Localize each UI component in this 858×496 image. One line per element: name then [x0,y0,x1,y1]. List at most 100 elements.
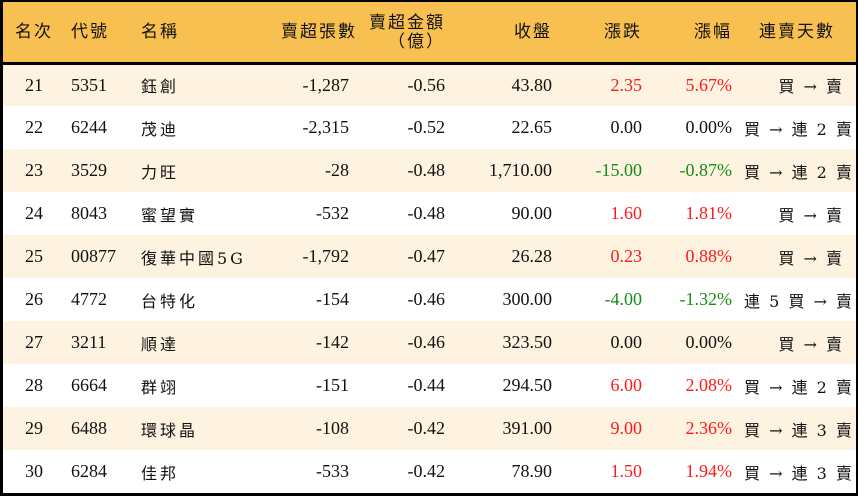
cell-streak: 買 → 連 3 賣 [744,463,854,483]
cell-net-sell-amount: -0.48 [407,160,446,180]
cell-name: 佳邦 [141,463,180,483]
cell-rank: 23 [25,160,43,180]
cell-change-pct: 0.00% [685,332,733,352]
cell-code: 8043 [71,203,107,223]
cell-rank: 28 [25,375,43,395]
header-net-sell-amount-line2: （億） [388,31,445,51]
cell-streak: 買 → 連 3 賣 [744,420,854,440]
cell-streak: 買 → 賣 [778,248,844,268]
header-streak: 連賣天數 [738,2,856,65]
table-row: 21 5351 鈺創 -1,287 -0.56 43.80 2.35 5.67%… [3,63,856,106]
cell-net-sell-lots: -108 [316,418,349,438]
cell-change-pct: 0.88% [685,246,733,266]
cell-close: 391.00 [502,418,553,438]
header-net-sell-lots-label: 賣超張數 [281,22,357,42]
cell-close: 26.28 [511,246,553,266]
cell-streak: 連 5 買 → 賣 [744,291,854,311]
table-row: 22 6244 茂迪 -2,315 -0.52 22.65 0.00 0.00%… [3,106,856,149]
header-rank: 名次 [3,2,65,65]
cell-code: 6284 [71,461,107,481]
cell-close: 78.90 [511,461,553,481]
cell-change: 1.50 [610,461,643,481]
cell-net-sell-amount: -0.48 [407,203,446,223]
header-name: 名稱 [135,2,275,65]
cell-streak: 買 → 賣 [778,77,844,97]
cell-net-sell-lots: -142 [316,332,349,352]
header-net-sell-lots: 賣超張數 [275,2,357,65]
cell-change-pct: 1.81% [685,203,733,223]
cell-rank: 21 [25,74,43,95]
cell-change: 0.23 [610,246,643,266]
cell-net-sell-lots: -1,792 [302,246,350,266]
cell-change: 0.00 [610,332,643,352]
cell-streak: 買 → 連 2 賣 [744,119,854,139]
cell-change-pct: 2.08% [685,375,733,395]
cell-change: -4.00 [604,289,643,309]
cell-net-sell-amount: -0.42 [407,461,446,481]
header-close: 收盤 [465,2,558,65]
header-net-sell-amount-line1: 賣超金額 [369,12,445,32]
cell-name: 力旺 [141,162,180,182]
cell-streak: 買 → 賣 [778,334,844,354]
cell-net-sell-lots: -1,287 [302,74,350,95]
header-code: 代號 [65,2,135,65]
cell-name: 鈺創 [141,77,180,97]
cell-net-sell-lots: -2,315 [302,117,350,137]
cell-close: 300.00 [502,289,553,309]
cell-change-pct: 1.94% [685,461,733,481]
table-row: 23 3529 力旺 -28 -0.48 1,710.00 -15.00 -0.… [3,149,856,192]
cell-rank: 26 [25,289,43,309]
cell-change: 1.60 [610,203,643,223]
table-row: 24 8043 蜜望實 -532 -0.48 90.00 1.60 1.81% … [3,192,856,235]
table-row: 30 6284 佳邦 -533 -0.42 78.90 1.50 1.94% 買… [3,450,856,493]
cell-change: -15.00 [595,160,643,180]
net-sell-ranking-table: 名次 代號 名稱 賣超張數 賣超金額 （億） 收盤 漲跌 漲幅 連賣天數 21 5… [3,2,856,493]
cell-name: 茂迪 [141,119,180,139]
table-row: 28 6664 群翊 -151 -0.44 294.50 6.00 2.08% … [3,364,856,407]
header-change: 漲跌 [558,2,648,65]
cell-net-sell-amount: -0.46 [407,332,446,352]
cell-code: 00877 [71,246,116,266]
cell-rank: 27 [25,332,43,352]
header-net-sell-amount: 賣超金額 （億） [355,2,465,65]
cell-close: 1,710.00 [489,160,552,180]
cell-code: 3529 [71,160,107,180]
cell-name: 環球晶 [141,420,199,440]
cell-net-sell-amount: -0.47 [407,246,446,266]
table-row: 26 4772 台特化 -154 -0.46 300.00 -4.00 -1.3… [3,278,856,321]
cell-name: 台特化 [141,291,199,311]
cell-rank: 29 [25,418,43,438]
table-header-row: 名次 代號 名稱 賣超張數 賣超金額 （億） 收盤 漲跌 漲幅 連賣天數 [3,2,856,65]
cell-change: 2.35 [610,74,643,95]
cell-name: 群翊 [141,377,180,397]
cell-net-sell-lots: -151 [316,375,349,395]
cell-name: 蜜望實 [141,205,199,225]
cell-name: 復華中國5G [141,248,246,268]
cell-change: 9.00 [610,418,643,438]
cell-rank: 30 [25,461,43,481]
cell-net-sell-amount: -0.44 [407,375,446,395]
cell-name: 順達 [141,334,180,354]
cell-net-sell-lots: -28 [325,160,349,180]
cell-rank: 24 [25,203,43,223]
cell-net-sell-amount: -0.42 [407,418,446,438]
cell-code: 4772 [71,289,107,309]
cell-streak: 買 → 賣 [778,205,844,225]
cell-net-sell-lots: -532 [316,203,349,223]
cell-code: 6488 [71,418,107,438]
cell-change-pct: -0.87% [679,160,733,180]
table-row: 25 00877 復華中國5G -1,792 -0.47 26.28 0.23 … [3,235,856,278]
header-change-pct: 漲幅 [648,2,738,65]
cell-streak: 買 → 連 2 賣 [744,162,854,182]
cell-streak: 買 → 連 2 賣 [744,377,854,397]
cell-change-pct: -1.32% [679,289,733,309]
cell-close: 43.80 [511,74,553,95]
cell-net-sell-amount: -0.46 [407,289,446,309]
cell-change-pct: 0.00% [685,117,733,137]
cell-code: 5351 [71,74,107,95]
table-row: 27 3211 順達 -142 -0.46 323.50 0.00 0.00% … [3,321,856,364]
cell-net-sell-amount: -0.56 [407,74,446,95]
cell-net-sell-amount: -0.52 [407,117,446,137]
cell-code: 3211 [71,332,107,352]
